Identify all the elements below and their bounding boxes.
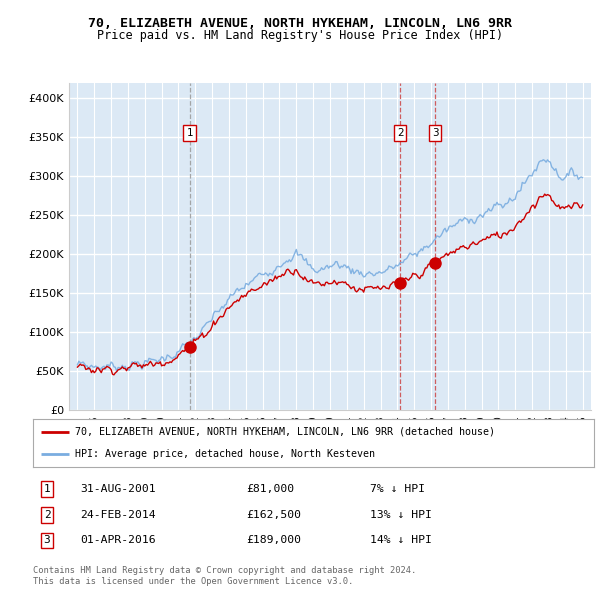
Text: 70, ELIZABETH AVENUE, NORTH HYKEHAM, LINCOLN, LN6 9RR: 70, ELIZABETH AVENUE, NORTH HYKEHAM, LIN… <box>88 17 512 30</box>
Text: Contains HM Land Registry data © Crown copyright and database right 2024.: Contains HM Land Registry data © Crown c… <box>33 566 416 575</box>
Text: 2: 2 <box>44 510 50 520</box>
Text: 3: 3 <box>432 128 439 138</box>
Text: 2: 2 <box>397 128 403 138</box>
Text: 3: 3 <box>44 536 50 545</box>
Text: 1: 1 <box>187 128 193 138</box>
Text: This data is licensed under the Open Government Licence v3.0.: This data is licensed under the Open Gov… <box>33 577 353 586</box>
Text: 01-APR-2016: 01-APR-2016 <box>80 536 157 545</box>
Text: Price paid vs. HM Land Registry's House Price Index (HPI): Price paid vs. HM Land Registry's House … <box>97 29 503 42</box>
Text: 24-FEB-2014: 24-FEB-2014 <box>80 510 157 520</box>
Text: £162,500: £162,500 <box>246 510 301 520</box>
Text: £81,000: £81,000 <box>246 484 295 494</box>
Text: 13% ↓ HPI: 13% ↓ HPI <box>370 510 431 520</box>
Text: HPI: Average price, detached house, North Kesteven: HPI: Average price, detached house, Nort… <box>75 449 375 459</box>
Text: £189,000: £189,000 <box>246 536 301 545</box>
Text: 14% ↓ HPI: 14% ↓ HPI <box>370 536 431 545</box>
Text: 70, ELIZABETH AVENUE, NORTH HYKEHAM, LINCOLN, LN6 9RR (detached house): 70, ELIZABETH AVENUE, NORTH HYKEHAM, LIN… <box>75 427 495 437</box>
Text: 7% ↓ HPI: 7% ↓ HPI <box>370 484 425 494</box>
Text: 1: 1 <box>44 484 50 494</box>
Text: 31-AUG-2001: 31-AUG-2001 <box>80 484 157 494</box>
